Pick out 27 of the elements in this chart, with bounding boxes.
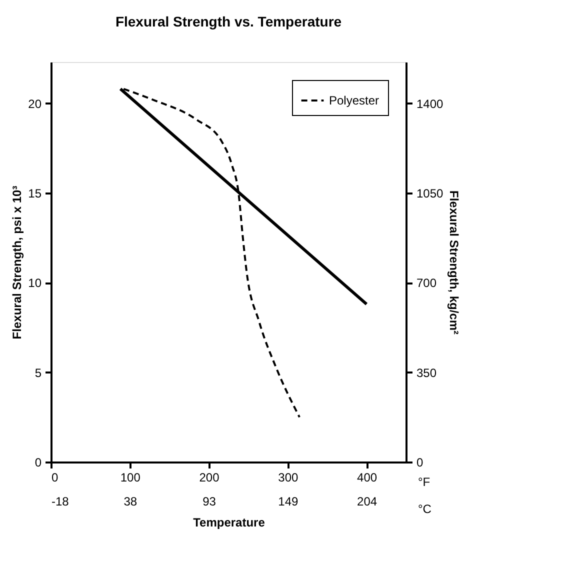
y-tick-label: 5 <box>34 366 42 380</box>
y2-tick-label: 1050 <box>416 186 444 200</box>
x-tick-label: 0 <box>52 470 58 484</box>
x-tick-label: 200 <box>199 470 220 484</box>
x2-tick-label: 93 <box>202 494 216 508</box>
chart-title: Flexural Strength vs. Temperature <box>115 13 342 30</box>
y2-tick-label: 350 <box>416 366 437 380</box>
y-tick-label: 15 <box>28 186 42 200</box>
text: °F <box>418 475 430 489</box>
y2-tick-label: 700 <box>416 276 437 290</box>
y2-tick-label: 1400 <box>416 96 444 111</box>
y-tick-label: 20 <box>28 96 42 111</box>
y-tick-label: 0 <box>34 456 42 470</box>
x-tick-label: 300 <box>278 470 298 484</box>
x2-tick-label: 204 <box>357 494 378 508</box>
x-tick-label: 400 <box>357 470 378 484</box>
legend-label: Polyester <box>329 94 380 108</box>
y-axis-title: Flexural Strength, psi x 10³ <box>10 186 24 340</box>
x-tick-label: 100 <box>120 470 141 484</box>
x2-tick-label: 38 <box>124 494 138 508</box>
y-tick-label: 10 <box>28 276 42 290</box>
x-axis-title: Temperature <box>193 516 266 530</box>
y2-tick-label: 0 <box>416 456 424 470</box>
text: °C <box>418 502 432 516</box>
y2-axis-title: Flexural Strength, kg/cm² <box>447 190 462 335</box>
x2-tick-label: 149 <box>278 494 299 508</box>
x2-tick-label: -18 <box>52 494 70 508</box>
